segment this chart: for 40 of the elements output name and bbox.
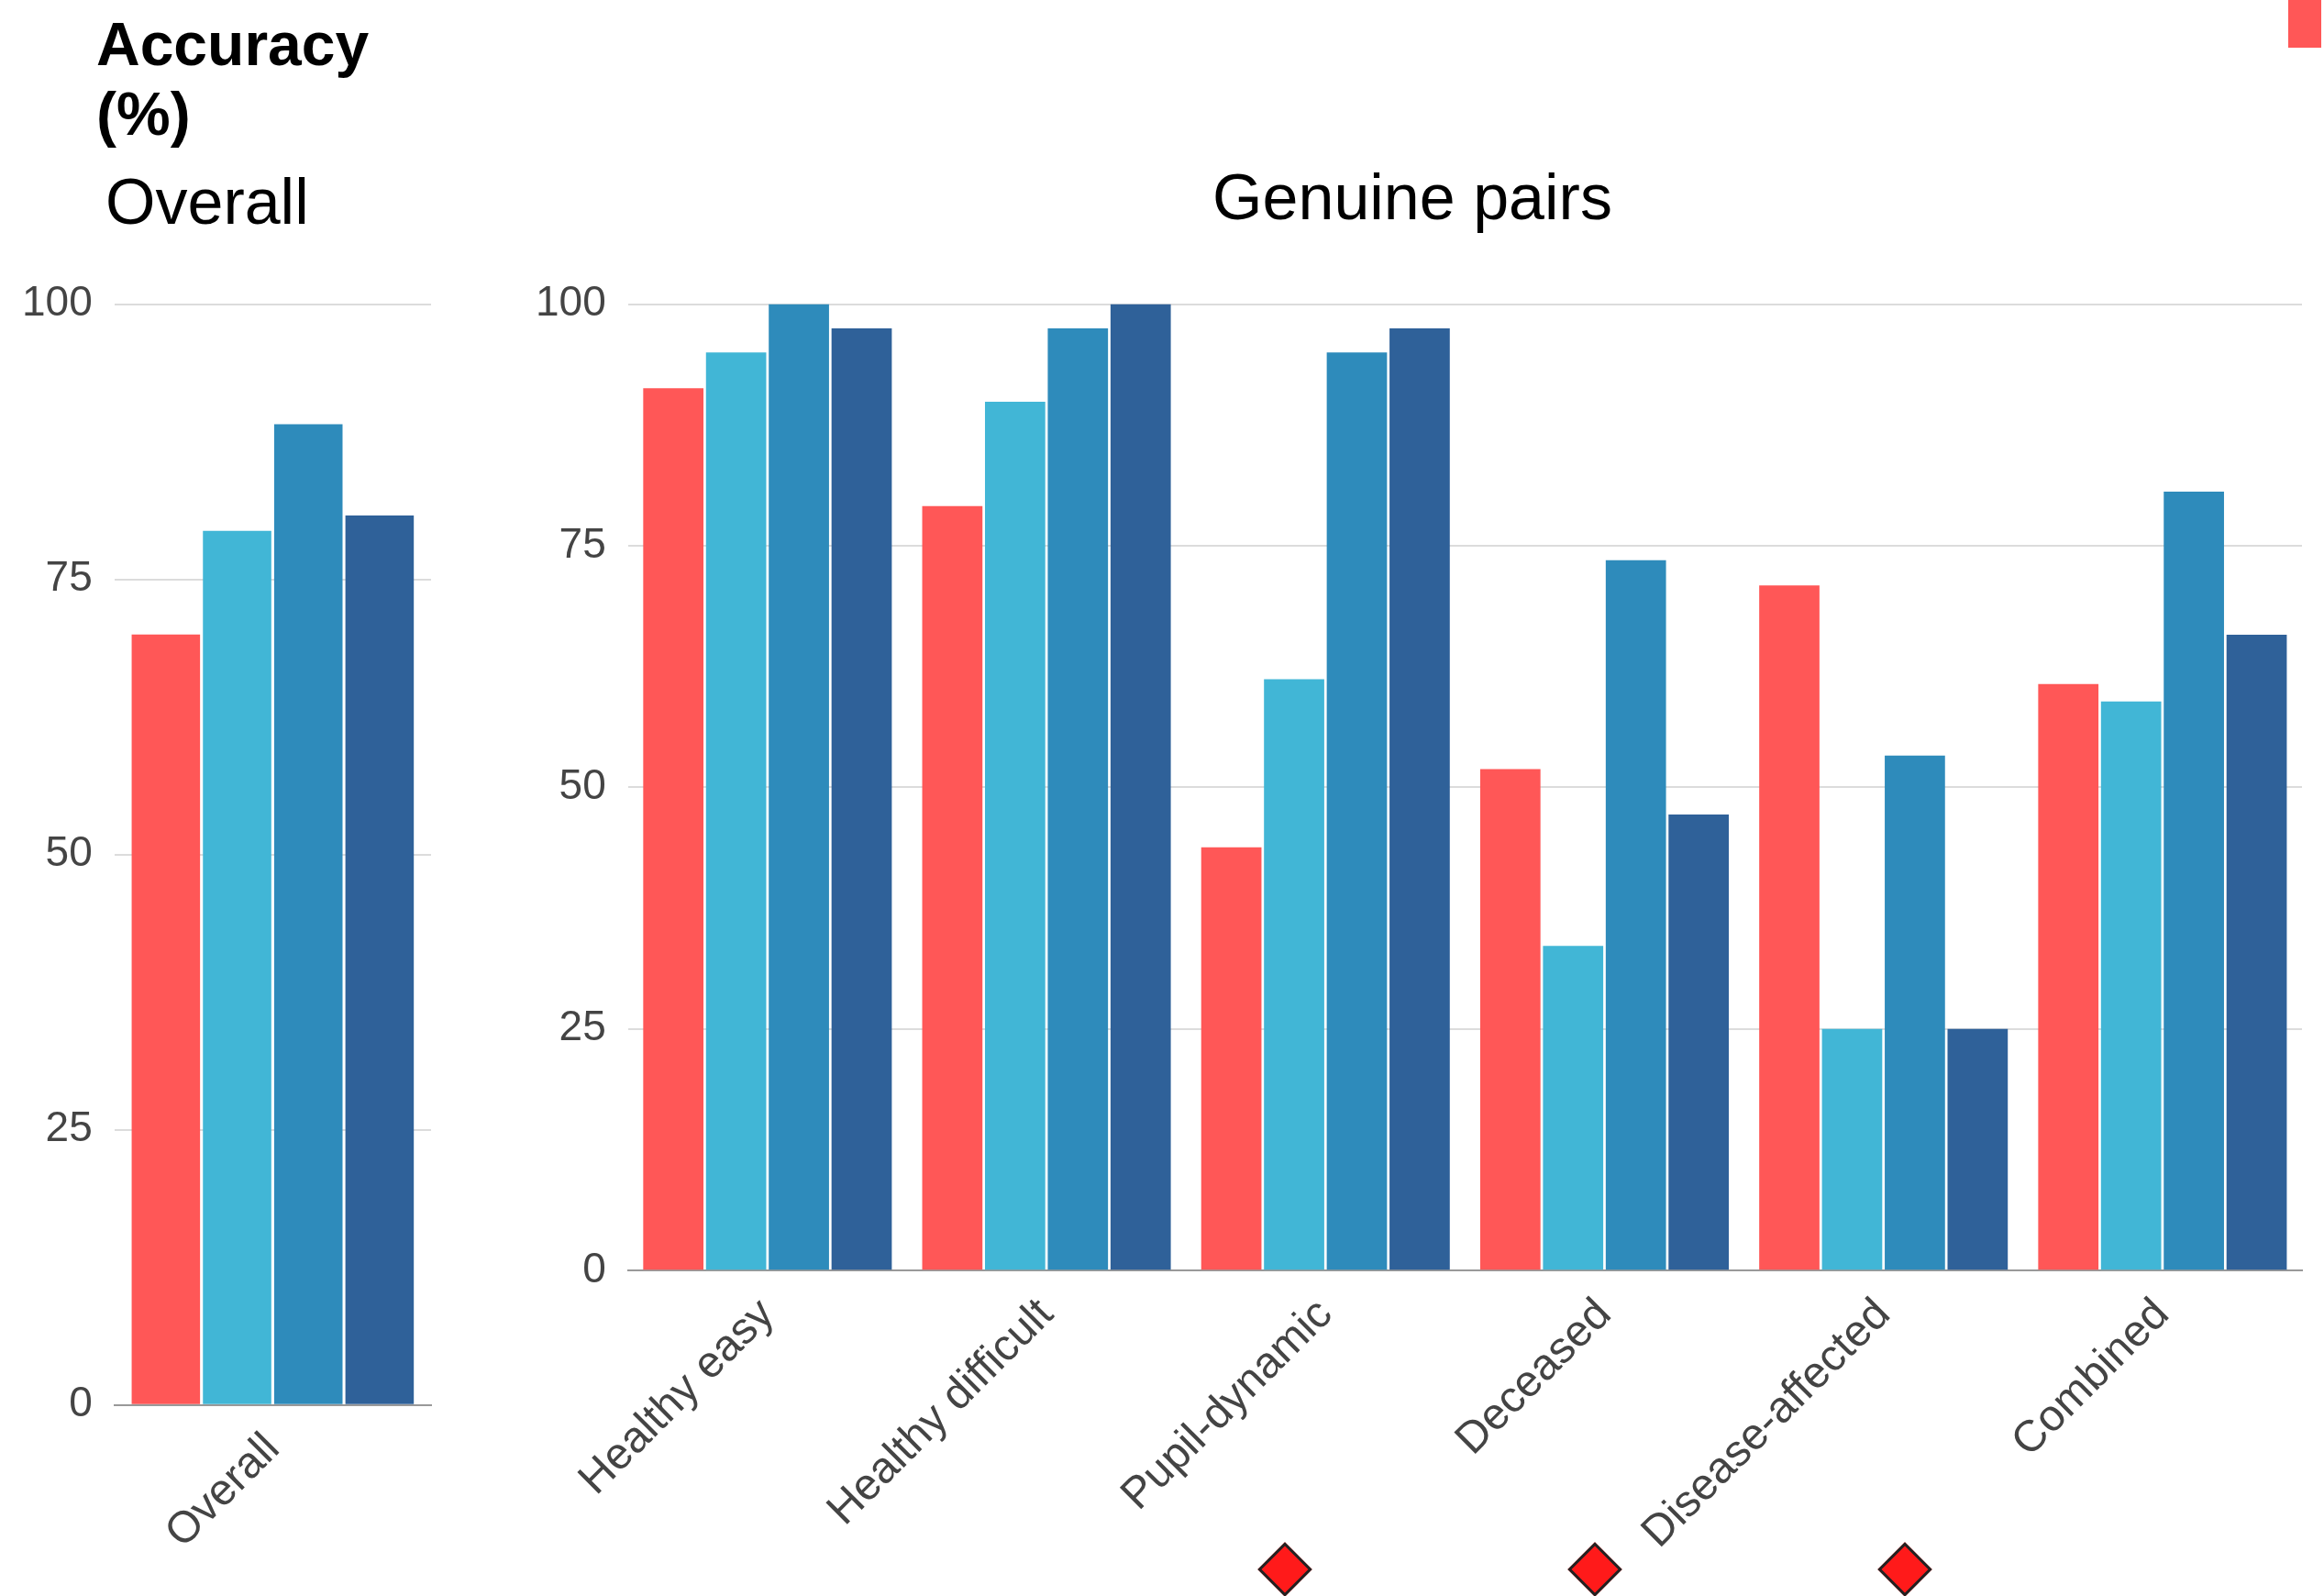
bar [2038, 683, 2099, 1270]
y-tick-label: 0 [582, 1243, 606, 1291]
bar [984, 402, 1046, 1270]
bar [2226, 634, 2287, 1270]
y-tick-label: 50 [559, 760, 606, 809]
chart-title: Genuine pairs [1212, 161, 1613, 234]
bar [1047, 327, 1109, 1270]
y-tick-label: 100 [536, 277, 606, 326]
bar [643, 388, 704, 1270]
bar [1201, 847, 1262, 1270]
bar [1885, 755, 1945, 1270]
y-tick-label: 75 [45, 552, 93, 601]
bar [1821, 1028, 1883, 1270]
bar [705, 352, 767, 1270]
bar [769, 304, 829, 1270]
bar [1668, 814, 1729, 1270]
y-tick-label: 25 [559, 1002, 606, 1050]
y-tick-label: 100 [22, 277, 93, 326]
bar [1326, 352, 1388, 1270]
bar [131, 634, 201, 1404]
y-tick-label: 25 [45, 1103, 93, 1151]
chart-title: Accuracy (%) [96, 9, 371, 149]
bar [345, 515, 415, 1404]
bar [2164, 492, 2224, 1270]
bar [1110, 304, 1171, 1270]
bar [1389, 327, 1450, 1270]
y-tick-label: 50 [45, 827, 93, 876]
bar [831, 327, 892, 1270]
bar [1759, 585, 1820, 1270]
y-tick-label: 0 [69, 1378, 93, 1426]
y-tick-label: 75 [559, 518, 606, 567]
bar [1605, 560, 1666, 1270]
bar [1264, 679, 1324, 1270]
bar [203, 530, 271, 1404]
bar [1479, 769, 1541, 1270]
bar [1947, 1028, 2009, 1270]
bar [2100, 701, 2162, 1270]
bar [273, 424, 343, 1404]
bar [922, 505, 983, 1270]
bar [1543, 946, 1604, 1270]
